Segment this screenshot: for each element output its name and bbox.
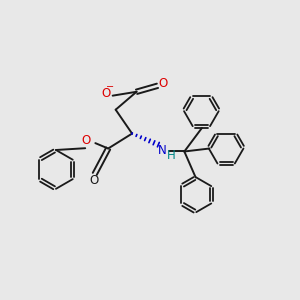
- Text: O: O: [82, 134, 91, 147]
- Text: N: N: [158, 143, 167, 157]
- Text: −: −: [106, 82, 114, 92]
- Text: O: O: [101, 87, 111, 101]
- Text: O: O: [89, 174, 99, 187]
- Text: O: O: [158, 77, 167, 90]
- Text: H: H: [167, 149, 175, 163]
